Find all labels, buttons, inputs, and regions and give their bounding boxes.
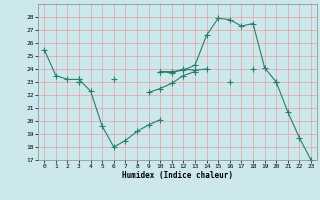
X-axis label: Humidex (Indice chaleur): Humidex (Indice chaleur) — [122, 171, 233, 180]
